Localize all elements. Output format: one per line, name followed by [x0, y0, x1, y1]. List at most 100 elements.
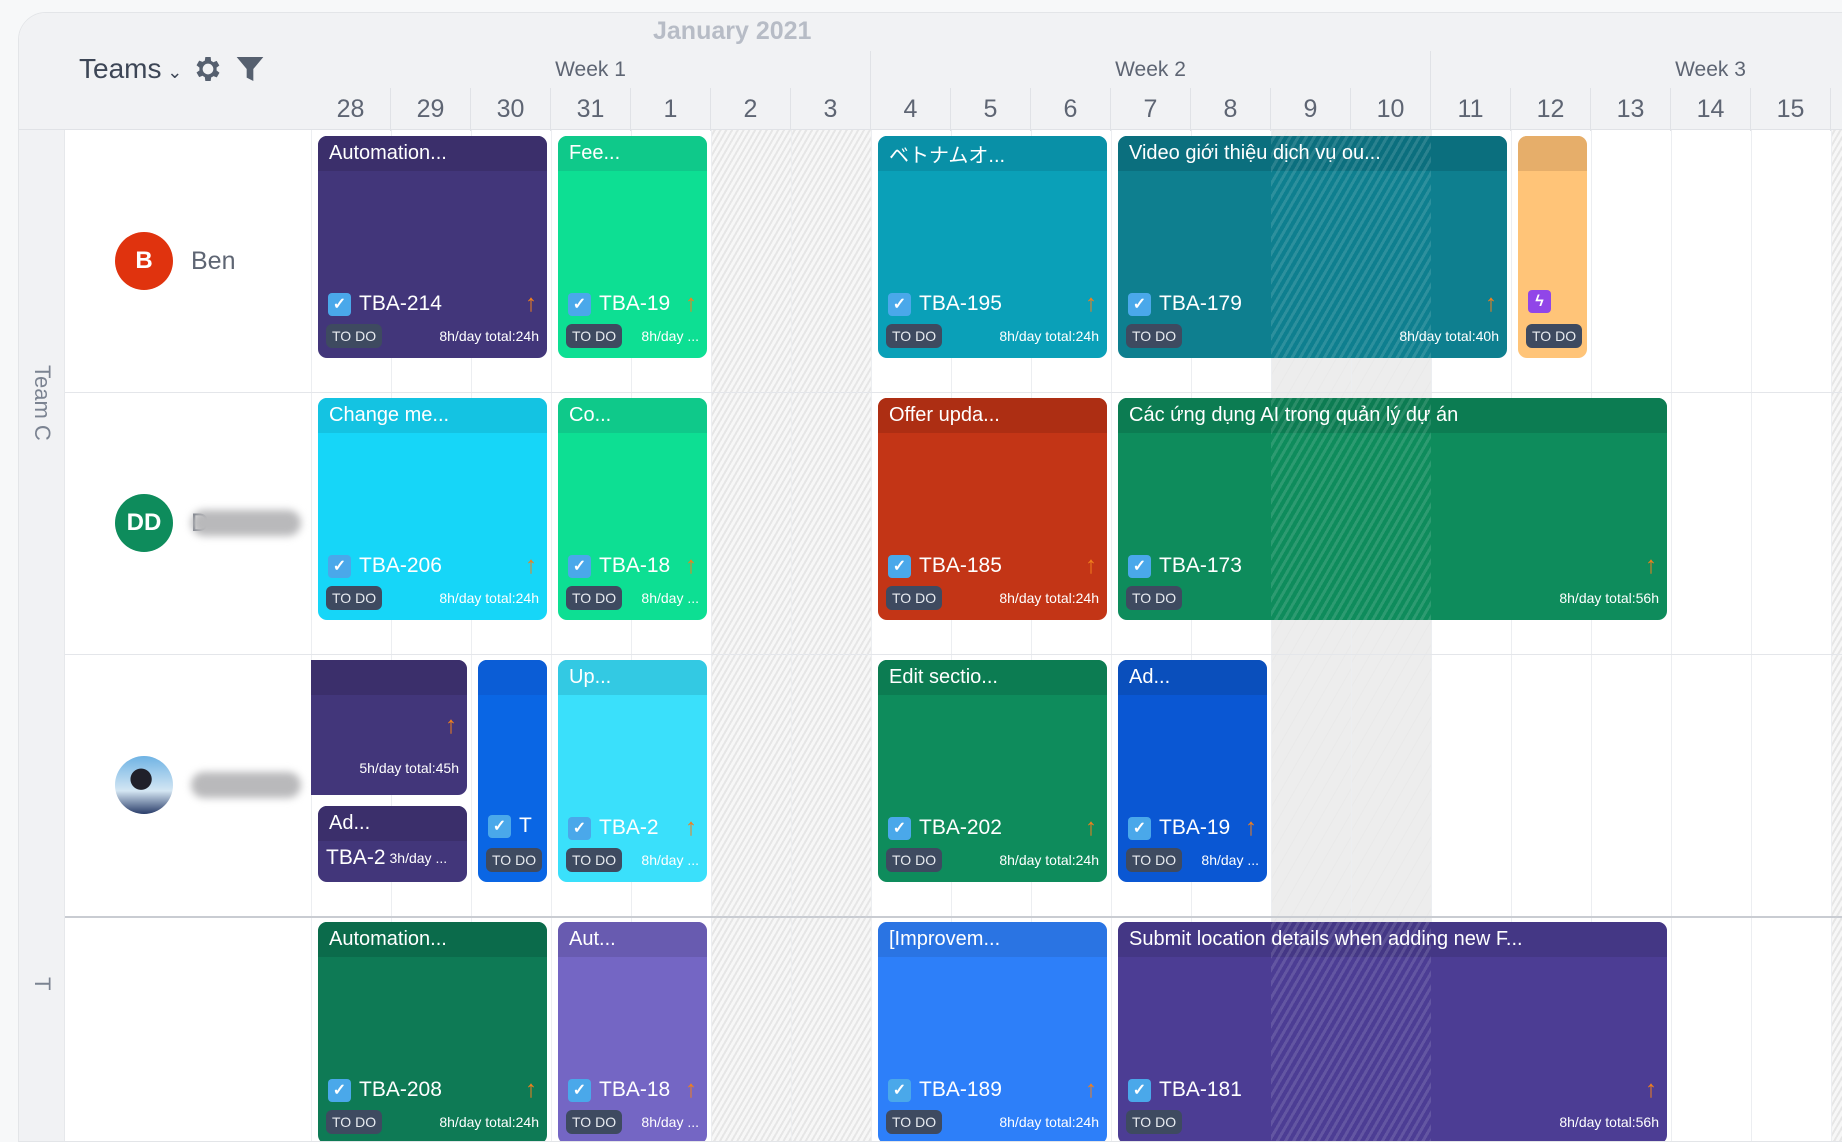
task-card[interactable]: Fee... ✓ TBA-19 ↑ TO DO 8h/day ... [558, 136, 707, 358]
day-divider [951, 130, 952, 1141]
month-label: January 2021 [653, 17, 812, 45]
row-divider [65, 654, 1842, 655]
day-label: 14 [1671, 88, 1751, 131]
status-badge: TO DO [326, 586, 383, 610]
task-key: TBA-189 [919, 1078, 1002, 1101]
task-hours: 8h/day total:24h [999, 590, 1099, 606]
task-card[interactable]: Co... ✓ TBA-18 ↑ TO DO 8h/day ... [558, 398, 707, 620]
task-card[interactable]: Ad... TBA-2 3h/day ... [318, 806, 467, 882]
task-card[interactable]: ベトナムオ... ✓ TBA-195 ↑ TO DO 8h/day total:24h [878, 136, 1107, 358]
task-hours: 8h/day ... [641, 328, 699, 344]
day-label: 10 [1351, 88, 1431, 131]
priority-high-icon: ↑ [525, 552, 537, 579]
status-badge: TO DO [1126, 1110, 1183, 1134]
team-label[interactable]: Team C [30, 364, 55, 441]
status-badge: TO DO [566, 848, 623, 872]
task-card[interactable]: Edit sectio... ✓ TBA-202 ↑ TO DO 8h/day total… [878, 660, 1107, 882]
status-badge: TO DO [1526, 324, 1583, 348]
task-card[interactable]: Change me... ✓ TBA-206 ↑ TO DO 8h/day total:2… [318, 398, 547, 620]
card-title: Offer upda... [878, 398, 1107, 433]
status-badge: TO DO [886, 324, 943, 348]
task-checkbox-icon[interactable]: ✓ [568, 816, 591, 840]
task-checkbox-icon[interactable]: ✓ [888, 816, 911, 840]
task-key: TBA-195 [919, 292, 1002, 315]
priority-high-icon: ↑ [525, 1076, 537, 1103]
task-hours: 8h/day total:24h [439, 328, 539, 344]
task-key: TBA-179 [1159, 292, 1242, 315]
card-title: Up... [558, 660, 707, 695]
member-row-header[interactable] [65, 654, 311, 916]
team-label[interactable]: T [30, 976, 55, 990]
task-card[interactable]: Automation... ✓ TBA-208 ↑ TO DO 8h/day total:… [318, 922, 547, 1141]
card-title: ベトナムオ... [878, 136, 1107, 171]
task-checkbox-icon[interactable]: ✓ [328, 1078, 351, 1102]
filter-icon[interactable] [234, 53, 266, 85]
status-badge: TO DO [566, 324, 623, 348]
task-card[interactable]: Ad... ✓ TBA-19 ↑ TO DO 8h/day ... [1118, 660, 1267, 882]
day-divider [631, 130, 632, 1141]
day-divider [1591, 130, 1592, 1141]
day-divider [471, 130, 472, 1141]
task-card[interactable]: Offer upda... ✓ TBA-185 ↑ TO DO 8h/day total:… [878, 398, 1107, 620]
card-title: Video giới thiệu dịch vụ ou... [1118, 136, 1507, 171]
gear-icon[interactable] [192, 53, 224, 85]
priority-high-icon: ↑ [1645, 1076, 1657, 1103]
day-divider [791, 130, 792, 1141]
task-card[interactable]: ✓ T TO DO [478, 660, 547, 882]
task-checkbox-icon[interactable]: ✓ [328, 554, 351, 578]
priority-high-icon: ↑ [1485, 290, 1497, 317]
day-label: 4 [871, 88, 951, 131]
task-hours: 5h/day total:45h [359, 760, 459, 776]
status-badge: TO DO [326, 1110, 383, 1134]
week-label: Week 1 [311, 51, 871, 88]
member-name: Ben [191, 246, 236, 275]
task-checkbox-icon[interactable]: ✓ [568, 292, 591, 316]
day-label: 15 [1751, 88, 1831, 131]
task-card[interactable]: ϟ TO DO [1518, 136, 1587, 358]
priority-high-icon: ↑ [1085, 814, 1097, 841]
task-checkbox-icon[interactable]: ✓ [1128, 1078, 1151, 1102]
member-row-header[interactable]: DDD [65, 392, 311, 654]
card-title: Các ứng dụng AI trong quản lý dự án [1118, 398, 1667, 433]
weekend-overlay [1271, 136, 1431, 358]
task-checkbox-icon[interactable]: ✓ [888, 554, 911, 578]
task-checkbox-icon[interactable]: ✓ [1128, 554, 1151, 578]
task-card[interactable]: Video giới thiệu dịch vụ ou... ✓ TBA-179 ↑ T… [1118, 136, 1507, 358]
day-label: 9 [1271, 88, 1351, 131]
row-divider [65, 392, 1842, 393]
task-hours: 8h/day ... [641, 590, 699, 606]
task-hours: 8h/day total:24h [999, 328, 1099, 344]
task-key: TBA-19 [599, 292, 671, 315]
task-key: TBA-18 [599, 554, 671, 577]
task-checkbox-icon[interactable]: ✓ [568, 554, 591, 578]
task-card[interactable]: Submit location details when adding new … [1118, 922, 1667, 1141]
priority-high-icon: ↑ [445, 712, 457, 739]
member-row-header[interactable] [65, 916, 311, 1141]
task-checkbox-icon[interactable]: ✓ [1128, 816, 1151, 840]
task-checkbox-icon[interactable]: ✓ [888, 292, 911, 316]
task-card[interactable]: Automation... ✓ TBA-214 ↑ TO DO 8h/day total:… [318, 136, 547, 358]
task-checkbox-icon[interactable]: ✓ [328, 292, 351, 316]
status-badge: TO DO [486, 848, 543, 872]
task-card[interactable]: Up... ✓ TBA-2 ↑ TO DO 8h/day ... [558, 660, 707, 882]
task-key: TBA-2 [326, 846, 386, 869]
avatar [115, 756, 173, 814]
task-card[interactable]: Aut... ✓ TBA-18 ↑ TO DO 8h/day ... [558, 922, 707, 1141]
member-row-header[interactable]: B Ben [65, 130, 311, 392]
priority-high-icon: ↑ [525, 290, 537, 317]
task-checkbox-icon[interactable]: ✓ [1128, 292, 1151, 316]
task-checkbox-icon[interactable]: ✓ [568, 1078, 591, 1102]
task-card[interactable]: Các ứng dụng AI trong quản lý dự án ✓ TBA-… [1118, 398, 1667, 620]
status-badge: TO DO [886, 1110, 943, 1134]
day-label: 7 [1111, 88, 1191, 131]
priority-high-icon: ↑ [685, 290, 697, 317]
teams-dropdown[interactable]: Teams ⌄ [79, 53, 182, 85]
status-badge: TO DO [566, 586, 623, 610]
task-card[interactable]: ↑ 5h/day total:45h [311, 660, 467, 795]
bolt-icon: ϟ [1528, 290, 1551, 313]
task-checkbox-icon[interactable]: ✓ [488, 814, 511, 838]
day-label: 8 [1191, 88, 1271, 131]
task-checkbox-icon[interactable]: ✓ [888, 1078, 911, 1102]
task-card[interactable]: [Improvem... ✓ TBA-189 ↑ TO DO 8h/day total:2… [878, 922, 1107, 1141]
card-title: Fee... [558, 136, 707, 171]
